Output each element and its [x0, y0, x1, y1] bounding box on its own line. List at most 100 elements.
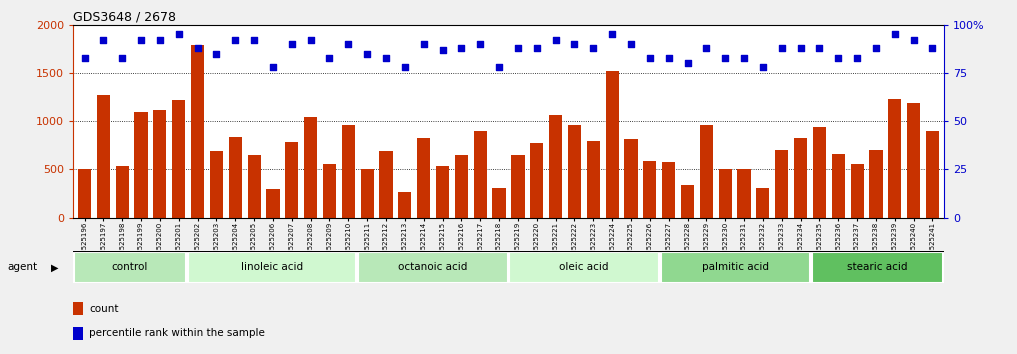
- Bar: [530, 143, 543, 218]
- Point: [472, 41, 488, 47]
- Point: [622, 41, 639, 47]
- Point: [529, 45, 545, 51]
- Point: [660, 55, 676, 61]
- Bar: [74, 252, 186, 282]
- Bar: [512, 155, 525, 218]
- Bar: [775, 150, 788, 218]
- Bar: [737, 169, 751, 218]
- Bar: [191, 45, 204, 218]
- Point: [566, 41, 583, 47]
- Text: count: count: [89, 303, 119, 314]
- Bar: [399, 192, 412, 218]
- Bar: [850, 164, 863, 218]
- Bar: [700, 125, 713, 218]
- Point: [792, 45, 809, 51]
- Point: [434, 47, 451, 53]
- Bar: [870, 150, 883, 218]
- Point: [189, 45, 205, 51]
- Point: [227, 38, 243, 43]
- Bar: [492, 188, 505, 218]
- Point: [812, 45, 828, 51]
- Bar: [662, 162, 675, 218]
- Text: linoleic acid: linoleic acid: [241, 262, 303, 272]
- Bar: [172, 100, 185, 218]
- Text: octanoic acid: octanoic acid: [398, 262, 468, 272]
- Text: agent: agent: [7, 262, 38, 272]
- Point: [585, 45, 601, 51]
- Bar: [73, 302, 83, 315]
- Point: [302, 38, 318, 43]
- Bar: [757, 188, 770, 218]
- Point: [133, 38, 149, 43]
- Point: [397, 64, 413, 70]
- Point: [774, 45, 790, 51]
- Text: oleic acid: oleic acid: [559, 262, 609, 272]
- Point: [849, 55, 865, 61]
- Bar: [229, 137, 242, 218]
- Bar: [474, 131, 487, 218]
- Point: [208, 51, 225, 57]
- Point: [76, 55, 93, 61]
- Bar: [342, 125, 355, 218]
- Text: GDS3648 / 2678: GDS3648 / 2678: [73, 11, 176, 24]
- Bar: [888, 99, 901, 218]
- Text: ▶: ▶: [51, 262, 58, 272]
- Point: [378, 55, 395, 61]
- Bar: [322, 164, 336, 218]
- Bar: [358, 252, 507, 282]
- Bar: [361, 170, 374, 218]
- Point: [736, 55, 753, 61]
- Bar: [832, 154, 845, 218]
- Bar: [97, 95, 110, 218]
- Bar: [587, 141, 600, 218]
- Bar: [813, 252, 943, 282]
- Bar: [134, 112, 147, 218]
- Bar: [661, 252, 811, 282]
- Point: [284, 41, 300, 47]
- Bar: [73, 327, 83, 340]
- Point: [246, 38, 262, 43]
- Bar: [116, 166, 129, 218]
- Point: [264, 64, 281, 70]
- Text: control: control: [112, 262, 148, 272]
- Point: [152, 38, 168, 43]
- Bar: [907, 103, 920, 218]
- Bar: [510, 252, 659, 282]
- Bar: [436, 166, 450, 218]
- Point: [717, 55, 733, 61]
- Point: [96, 38, 112, 43]
- Point: [924, 45, 941, 51]
- Point: [510, 45, 526, 51]
- Point: [321, 55, 338, 61]
- Bar: [719, 169, 732, 218]
- Bar: [925, 131, 939, 218]
- Point: [341, 41, 357, 47]
- Bar: [210, 151, 223, 218]
- Point: [755, 64, 771, 70]
- Bar: [304, 118, 317, 218]
- Point: [491, 64, 507, 70]
- Point: [679, 61, 696, 66]
- Bar: [188, 252, 356, 282]
- Point: [868, 45, 884, 51]
- Bar: [154, 110, 167, 218]
- Bar: [285, 142, 298, 218]
- Bar: [605, 71, 618, 218]
- Point: [359, 51, 375, 57]
- Point: [114, 55, 130, 61]
- Text: stearic acid: stearic acid: [847, 262, 908, 272]
- Point: [830, 55, 846, 61]
- Point: [604, 32, 620, 37]
- Bar: [643, 161, 656, 218]
- Point: [699, 45, 715, 51]
- Point: [887, 32, 903, 37]
- Point: [905, 38, 921, 43]
- Bar: [567, 125, 581, 218]
- Bar: [681, 185, 695, 218]
- Bar: [417, 138, 430, 218]
- Bar: [247, 155, 260, 218]
- Bar: [549, 115, 562, 218]
- Bar: [78, 170, 92, 218]
- Point: [642, 55, 658, 61]
- Text: percentile rank within the sample: percentile rank within the sample: [89, 329, 265, 338]
